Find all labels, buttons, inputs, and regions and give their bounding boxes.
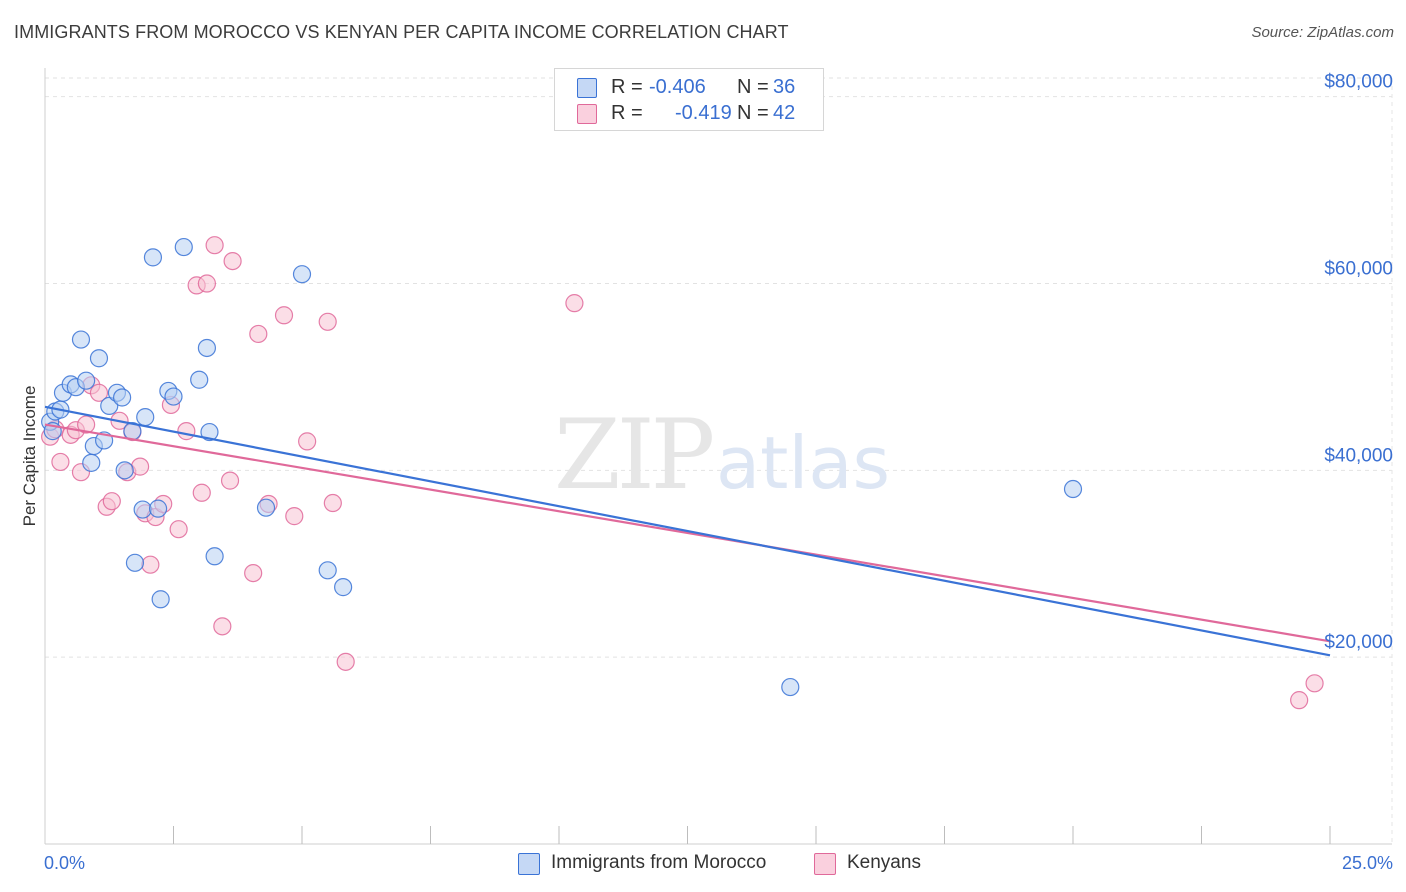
y-tick-label: $40,000 xyxy=(1324,445,1393,466)
kenyans-point xyxy=(197,274,217,293)
kenyans-point xyxy=(89,383,109,402)
morocco-point xyxy=(133,500,152,519)
morocco-point xyxy=(115,461,134,480)
r-value: -0.406 xyxy=(649,76,706,98)
morocco-point xyxy=(174,237,193,257)
kenyans-point xyxy=(177,422,196,441)
morocco-point xyxy=(292,265,312,284)
watermark-atlas: atlas xyxy=(716,421,890,505)
morocco-point xyxy=(89,349,109,368)
kenyans-point xyxy=(285,507,304,526)
morocco-point xyxy=(164,387,183,406)
morocco-point xyxy=(200,422,219,442)
legend-swatch-blue xyxy=(577,78,597,98)
morocco-point xyxy=(151,590,170,609)
morocco-point xyxy=(318,561,337,580)
morocco-point xyxy=(190,370,209,389)
kenyans-point xyxy=(323,493,342,513)
morocco-point xyxy=(71,330,91,349)
kenyans-point xyxy=(102,492,121,511)
kenyans-point xyxy=(223,251,242,271)
kenyans-point xyxy=(213,617,232,636)
n-label: N = xyxy=(737,76,769,98)
series-name: Kenyans xyxy=(847,852,921,873)
morocco-point xyxy=(77,371,96,390)
n-value: 36 xyxy=(773,76,796,98)
correlation-legend: R = -0.406 N = 36 R = -0.419 N = 42 xyxy=(554,68,824,131)
kenyans-point xyxy=(141,555,160,574)
n-value: 42 xyxy=(773,102,796,124)
y-axis-label: Per Capita Income xyxy=(20,386,39,527)
morocco-trend-line xyxy=(44,405,1331,657)
axes xyxy=(44,68,1393,845)
kenyans-point xyxy=(274,306,294,325)
kenyans-point xyxy=(565,294,584,313)
legend-swatch-pink xyxy=(577,104,597,124)
watermark-zip: ZIP xyxy=(554,399,713,511)
kenyans-point xyxy=(205,236,224,255)
morocco-point xyxy=(125,553,145,572)
x-tick-label: 0.0% xyxy=(44,853,85,873)
kenyans-point xyxy=(51,452,70,472)
r-value: -0.419 xyxy=(675,102,732,124)
legend-swatch-blue xyxy=(518,853,540,875)
r-label: R = xyxy=(611,102,643,124)
morocco-points xyxy=(41,237,1083,697)
kenyans-point xyxy=(1305,674,1324,693)
y-tick-label: $80,000 xyxy=(1324,72,1393,93)
morocco-point xyxy=(781,677,800,697)
y-tick-label: $20,000 xyxy=(1324,632,1393,653)
morocco-point xyxy=(256,498,276,517)
morocco-point xyxy=(205,547,224,566)
kenyans-trend-line xyxy=(44,423,1331,643)
morocco-point xyxy=(1063,479,1083,499)
morocco-point xyxy=(112,388,132,407)
source-label: Source: ZipAtlas.com xyxy=(1251,24,1394,41)
kenyans-point xyxy=(169,520,188,539)
kenyans-point xyxy=(244,563,263,583)
chart-title: IMMIGRANTS FROM MOROCCO VS KENYAN PER CA… xyxy=(14,22,789,42)
kenyans-point xyxy=(220,471,240,490)
morocco-point xyxy=(148,499,168,518)
legend-swatch-pink xyxy=(814,853,836,875)
n-label: N = xyxy=(737,102,769,124)
y-tick-label: $60,000 xyxy=(1324,259,1393,280)
x-tick-label: 25.0% xyxy=(1342,853,1393,873)
kenyans-point xyxy=(130,457,150,476)
kenyans-point xyxy=(77,415,96,434)
kenyans-point xyxy=(318,312,337,331)
kenyans-point xyxy=(1290,691,1309,710)
kenyans-point xyxy=(336,652,355,671)
trend-lines xyxy=(44,405,1331,657)
tick-labels: $20,000 $40,000 $60,000 $80,000 0.0% 25.0% xyxy=(44,72,1393,873)
kenyans-point xyxy=(298,432,317,451)
morocco-point xyxy=(197,338,217,358)
morocco-point xyxy=(334,578,353,597)
r-label: R = xyxy=(611,76,643,98)
series-name: Immigrants from Morocco xyxy=(551,852,767,873)
kenyans-point xyxy=(192,483,211,502)
kenyans-point xyxy=(249,324,268,344)
morocco-point xyxy=(136,407,155,427)
morocco-point xyxy=(82,453,101,472)
morocco-point xyxy=(143,248,163,267)
